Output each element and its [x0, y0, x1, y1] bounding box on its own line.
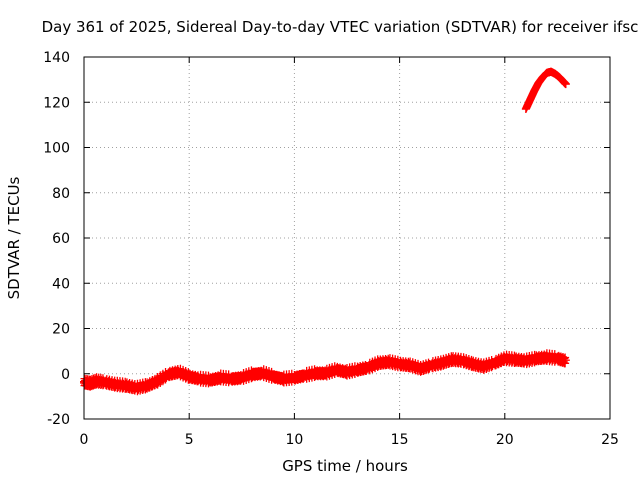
- x-tick-label: 25: [601, 432, 619, 448]
- y-tick-label: 60: [52, 231, 70, 247]
- data-points: [80, 67, 570, 396]
- y-tick-label: -20: [47, 412, 70, 428]
- y-axis-label: SDTVAR / TECUs: [5, 176, 23, 299]
- data-point: [560, 354, 569, 363]
- x-axis-label: GPS time / hours: [282, 457, 408, 475]
- x-tick-label: 5: [185, 432, 194, 448]
- y-tick-label: 40: [52, 276, 70, 292]
- y-tick-label: 120: [43, 95, 70, 111]
- data-point: [561, 80, 570, 89]
- data-point: [561, 356, 570, 365]
- chart-title: Day 361 of 2025, Sidereal Day-to-day VTE…: [42, 18, 639, 36]
- axis-ticks: 0 5 10 15 20 25 -20 0 20 40 60 80 100 120 140: [43, 50, 619, 448]
- y-tick-label: 80: [52, 186, 70, 202]
- y-tick-label: 0: [61, 367, 70, 383]
- y-tick-label: 20: [52, 322, 70, 338]
- x-tick-label: 10: [285, 432, 303, 448]
- x-tick-label: 20: [496, 432, 514, 448]
- y-tick-label: 100: [43, 141, 70, 157]
- y-tick-label: 140: [43, 50, 70, 66]
- x-tick-label: 0: [80, 432, 89, 448]
- x-tick-label: 15: [391, 432, 409, 448]
- grid-lines: [84, 57, 610, 419]
